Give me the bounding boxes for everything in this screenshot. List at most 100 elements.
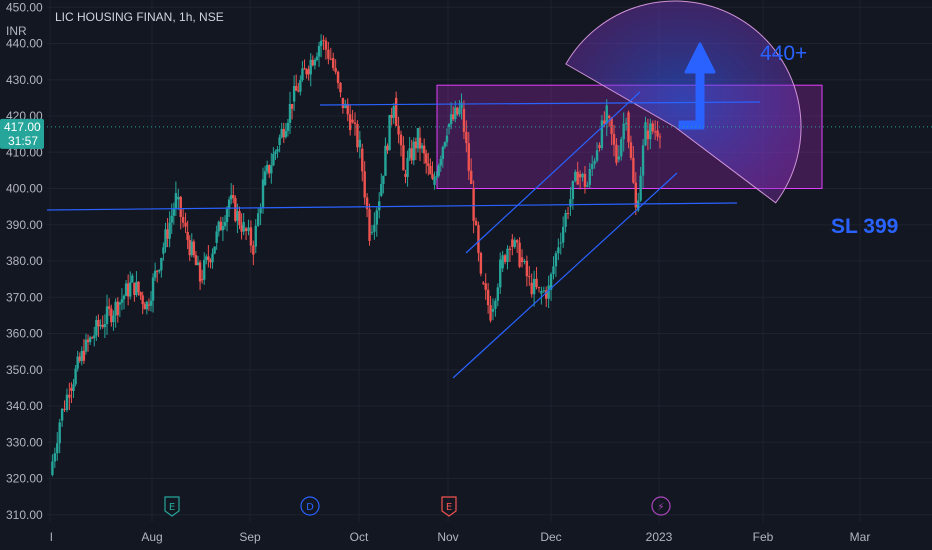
y-tick-label: 310.00 bbox=[6, 508, 43, 522]
trendline-channel-bottom[interactable] bbox=[452, 172, 678, 379]
candle-body bbox=[447, 124, 451, 127]
candle-body bbox=[422, 145, 426, 154]
candle-body bbox=[219, 221, 223, 231]
candle-body bbox=[270, 165, 273, 174]
event-markers: E D E ⚡ bbox=[164, 496, 671, 517]
trendline-channel-top[interactable] bbox=[465, 91, 641, 254]
candle-body bbox=[578, 174, 582, 178]
candle-body bbox=[513, 240, 516, 247]
candle-body bbox=[634, 182, 637, 208]
candle-body bbox=[515, 240, 519, 243]
candle-body bbox=[339, 82, 342, 93]
candle-body bbox=[449, 114, 453, 125]
candle-body bbox=[332, 58, 335, 69]
candle-body bbox=[540, 290, 543, 294]
candle-body bbox=[508, 248, 512, 251]
candle-body bbox=[356, 123, 359, 148]
candle-body bbox=[378, 201, 381, 211]
candle-body bbox=[649, 123, 652, 140]
candle-body bbox=[174, 193, 178, 209]
candle-body bbox=[254, 225, 257, 247]
target-wedge[interactable] bbox=[565, 0, 802, 204]
candle-body bbox=[139, 292, 142, 296]
candle-body bbox=[53, 453, 57, 462]
candle-body bbox=[223, 222, 227, 227]
price-tag-value: 417.00 bbox=[4, 120, 41, 134]
x-tick-label: Aug bbox=[141, 530, 162, 544]
y-tick-label: 380.00 bbox=[6, 254, 43, 268]
candle-body bbox=[414, 141, 418, 149]
event-marker[interactable]: D bbox=[300, 496, 320, 516]
candle-body bbox=[295, 86, 298, 91]
candle-body bbox=[143, 304, 146, 310]
candle-body bbox=[465, 131, 468, 144]
event-marker[interactable]: E bbox=[441, 496, 457, 517]
x-tick-label: Nov bbox=[437, 530, 458, 544]
candle-body bbox=[588, 169, 592, 185]
candle-body bbox=[256, 213, 260, 226]
candle-body bbox=[603, 120, 606, 124]
stop-loss-label[interactable]: SL 399 bbox=[831, 215, 898, 238]
candle-body bbox=[406, 158, 409, 177]
candle-body bbox=[532, 278, 536, 295]
target-arrow[interactable] bbox=[678, 42, 716, 130]
candle-body bbox=[51, 461, 54, 475]
candle-body bbox=[402, 145, 405, 171]
candle-body bbox=[186, 232, 189, 240]
candle-body bbox=[292, 86, 296, 102]
candle-body bbox=[86, 339, 90, 343]
candle-body bbox=[503, 255, 507, 262]
candle-body bbox=[114, 301, 117, 316]
candle-body bbox=[489, 305, 492, 321]
candle-body bbox=[429, 165, 432, 175]
candle-body bbox=[380, 184, 383, 196]
candle-body bbox=[126, 283, 130, 297]
candle-body bbox=[192, 241, 196, 256]
candle-body bbox=[82, 350, 86, 361]
y-tick-label: 370.00 bbox=[6, 290, 43, 304]
trendline-resistance[interactable] bbox=[319, 101, 761, 106]
candle-body bbox=[145, 301, 149, 310]
candle-body bbox=[196, 262, 200, 266]
candle-body bbox=[133, 282, 136, 295]
candle-body bbox=[443, 142, 447, 147]
candle-body bbox=[319, 40, 323, 46]
candle-body bbox=[394, 97, 398, 126]
y-tick-label: 430.00 bbox=[6, 73, 43, 87]
candle-body bbox=[410, 148, 413, 161]
event-marker[interactable]: ⚡ bbox=[651, 496, 671, 516]
y-tick-label: 350.00 bbox=[6, 363, 43, 377]
event-marker[interactable]: E bbox=[164, 496, 180, 517]
candle-body bbox=[200, 279, 204, 281]
candle-body bbox=[203, 259, 206, 280]
candle-body bbox=[170, 215, 173, 223]
candle-body bbox=[528, 276, 531, 278]
candle-body bbox=[441, 146, 445, 159]
candle-body bbox=[221, 226, 225, 231]
candle-body bbox=[242, 222, 245, 232]
trendline-support[interactable] bbox=[46, 202, 738, 211]
candle-body bbox=[263, 171, 267, 185]
candle-body bbox=[491, 308, 495, 312]
candle-body bbox=[149, 300, 153, 306]
candle-body bbox=[190, 241, 193, 256]
candle-body bbox=[230, 195, 233, 200]
candle-body bbox=[336, 71, 340, 83]
candle-body bbox=[358, 139, 362, 148]
candle-body bbox=[122, 295, 126, 300]
candle-body bbox=[520, 257, 524, 262]
candle-body bbox=[105, 306, 109, 324]
candle-body bbox=[63, 408, 66, 410]
candle-body bbox=[303, 68, 306, 70]
candle-body bbox=[583, 173, 587, 187]
event-marker-shape bbox=[441, 496, 457, 517]
target-label[interactable]: 440+ bbox=[760, 42, 807, 65]
candle-body bbox=[525, 260, 529, 277]
candle-body bbox=[486, 289, 490, 306]
candle-body bbox=[93, 335, 96, 339]
candle-body bbox=[547, 285, 550, 299]
candle-body bbox=[392, 106, 395, 118]
x-tick-label: Feb bbox=[753, 530, 774, 544]
symbol-title[interactable]: LIC HOUSING FINAN, 1h, NSE bbox=[55, 10, 224, 24]
